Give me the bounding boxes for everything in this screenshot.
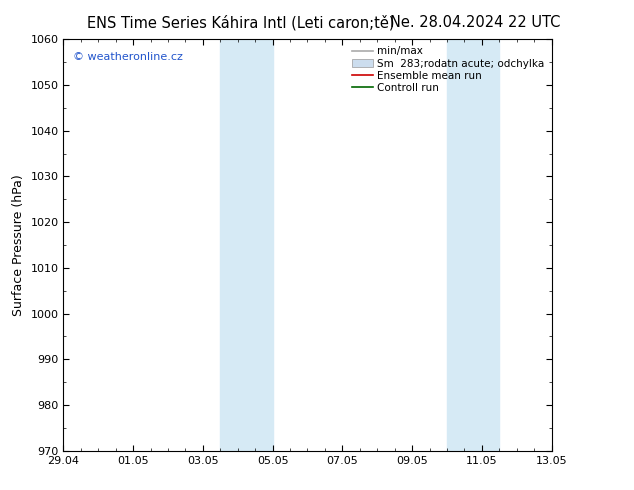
Text: Ne. 28.04.2024 22 UTC: Ne. 28.04.2024 22 UTC (391, 15, 560, 30)
Text: ENS Time Series Káhira Intl (Leti caron;tě): ENS Time Series Káhira Intl (Leti caron;… (87, 15, 395, 30)
Text: © weatheronline.cz: © weatheronline.cz (73, 51, 183, 62)
Bar (447, 39, 500, 451)
Legend: min/max, Sm  283;rodatn acute; odchylka, Ensemble mean run, Controll run: min/max, Sm 283;rodatn acute; odchylka, … (350, 45, 547, 95)
Y-axis label: Surface Pressure (hPa): Surface Pressure (hPa) (12, 174, 25, 316)
Bar (221, 39, 273, 451)
